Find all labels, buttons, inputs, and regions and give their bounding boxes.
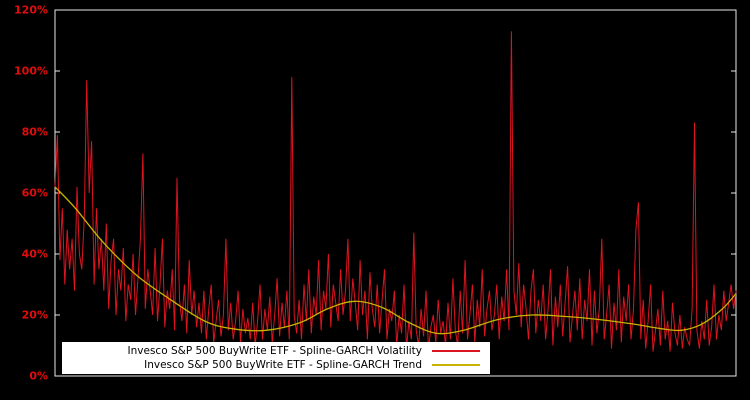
trend-series-line bbox=[54, 186, 737, 335]
y-tick-label: 20% bbox=[22, 309, 48, 322]
y-tick-label: 120% bbox=[14, 4, 48, 17]
y-tick-label: 60% bbox=[22, 187, 48, 200]
y-tick-label: 80% bbox=[22, 126, 48, 139]
volatility-series-line bbox=[54, 31, 737, 352]
y-tick-label: 100% bbox=[14, 65, 48, 78]
legend-line-sample-trend bbox=[432, 364, 480, 366]
legend-item-volatility: Invesco S&P 500 BuyWrite ETF - Spline-GA… bbox=[62, 344, 490, 358]
legend-line-sample-volatility bbox=[432, 350, 480, 352]
legend-label-trend: Invesco S&P 500 BuyWrite ETF - Spline-GA… bbox=[144, 358, 422, 371]
legend: Invesco S&P 500 BuyWrite ETF - Spline-GA… bbox=[62, 342, 490, 374]
y-tick-label: 0% bbox=[29, 370, 48, 383]
legend-label-volatility: Invesco S&P 500 BuyWrite ETF - Spline-GA… bbox=[127, 344, 422, 357]
legend-item-trend: Invesco S&P 500 BuyWrite ETF - Spline-GA… bbox=[62, 358, 490, 372]
y-tick-label: 40% bbox=[22, 248, 48, 261]
